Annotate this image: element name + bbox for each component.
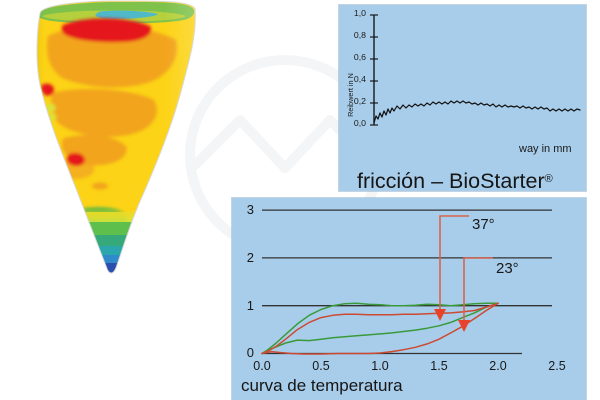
svg-text:0,4: 0,4 xyxy=(354,74,366,84)
svg-text:way in mm: way in mm xyxy=(518,143,572,155)
svg-text:3: 3 xyxy=(247,202,254,217)
svg-text:23°: 23° xyxy=(496,260,519,277)
svg-text:0,6: 0,6 xyxy=(354,52,366,62)
svg-text:0: 0 xyxy=(247,345,254,360)
svg-text:2: 2 xyxy=(247,250,254,265)
svg-text:2.5: 2.5 xyxy=(548,359,565,373)
svg-text:0,2: 0,2 xyxy=(354,96,366,106)
svg-text:0,8: 0,8 xyxy=(354,30,366,40)
svg-text:Reibwert in N: Reibwert in N xyxy=(346,73,355,117)
svg-text:37°: 37° xyxy=(472,216,495,233)
svg-text:1: 1 xyxy=(247,298,254,313)
svg-text:2.0: 2.0 xyxy=(489,359,506,373)
svg-text:0,0: 0,0 xyxy=(354,118,366,128)
svg-text:curva de temperatura: curva de temperatura xyxy=(241,376,403,395)
svg-text:0.0: 0.0 xyxy=(253,359,270,373)
svg-text:0.5: 0.5 xyxy=(312,359,329,373)
svg-text:1.0: 1.0 xyxy=(371,359,388,373)
svg-text:1,0: 1,0 xyxy=(354,8,366,18)
svg-text:fricción – BioStarter®: fricción – BioStarter® xyxy=(357,169,553,191)
svg-text:1.5: 1.5 xyxy=(430,359,447,373)
